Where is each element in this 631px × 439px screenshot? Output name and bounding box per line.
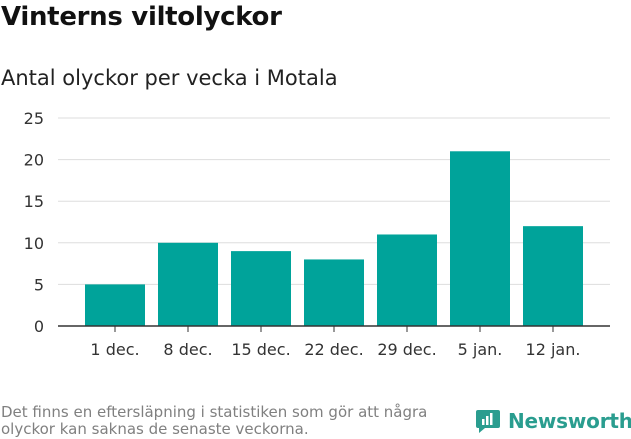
bar[interactable] (304, 259, 364, 326)
newsworthy-logo[interactable]: Newsworthy (475, 408, 631, 434)
y-tick-label: 10 (24, 234, 44, 253)
bar[interactable] (377, 234, 437, 326)
bar[interactable] (158, 242, 218, 326)
y-tick-label: 20 (24, 151, 44, 170)
chart-subtitle: Antal olyckor per vecka i Motala (1, 66, 338, 90)
x-tick-label: 5 jan. (458, 340, 503, 359)
bar[interactable] (85, 284, 145, 326)
x-tick-label: 12 jan. (526, 340, 581, 359)
bar[interactable] (231, 251, 291, 326)
x-tick-label: 22 dec. (304, 340, 363, 359)
x-tick-label: 15 dec. (231, 340, 290, 359)
x-tick-label: 1 dec. (90, 340, 139, 359)
chart-title: Vinterns viltolyckor (1, 2, 282, 32)
footnote: Det finns en eftersläpning i statistiken… (1, 403, 428, 438)
bar-chart: 0 5 10 15 20 25 1 dec. 8 dec. 15 dec. 22 dec. 29 … (24, 109, 610, 359)
x-tick-label: 8 dec. (163, 340, 212, 359)
x-tick-label: 29 dec. (377, 340, 436, 359)
bar[interactable] (450, 151, 510, 326)
brand-name: Newsworthy (508, 409, 631, 433)
y-tick-label: 15 (24, 192, 44, 211)
bars (85, 151, 583, 326)
newsworthy-logo-icon (476, 410, 500, 433)
gridlines (58, 117, 610, 285)
bar[interactable] (523, 226, 583, 326)
y-tick-label: 5 (34, 275, 44, 294)
x-axis-ticks: 1 dec. 8 dec. 15 dec. 22 dec. 29 dec. 5 jan. 1… (90, 326, 580, 359)
y-tick-label: 0 (34, 317, 44, 336)
y-axis-ticks: 0 5 10 15 20 25 (24, 109, 44, 336)
y-tick-label: 25 (24, 109, 44, 128)
